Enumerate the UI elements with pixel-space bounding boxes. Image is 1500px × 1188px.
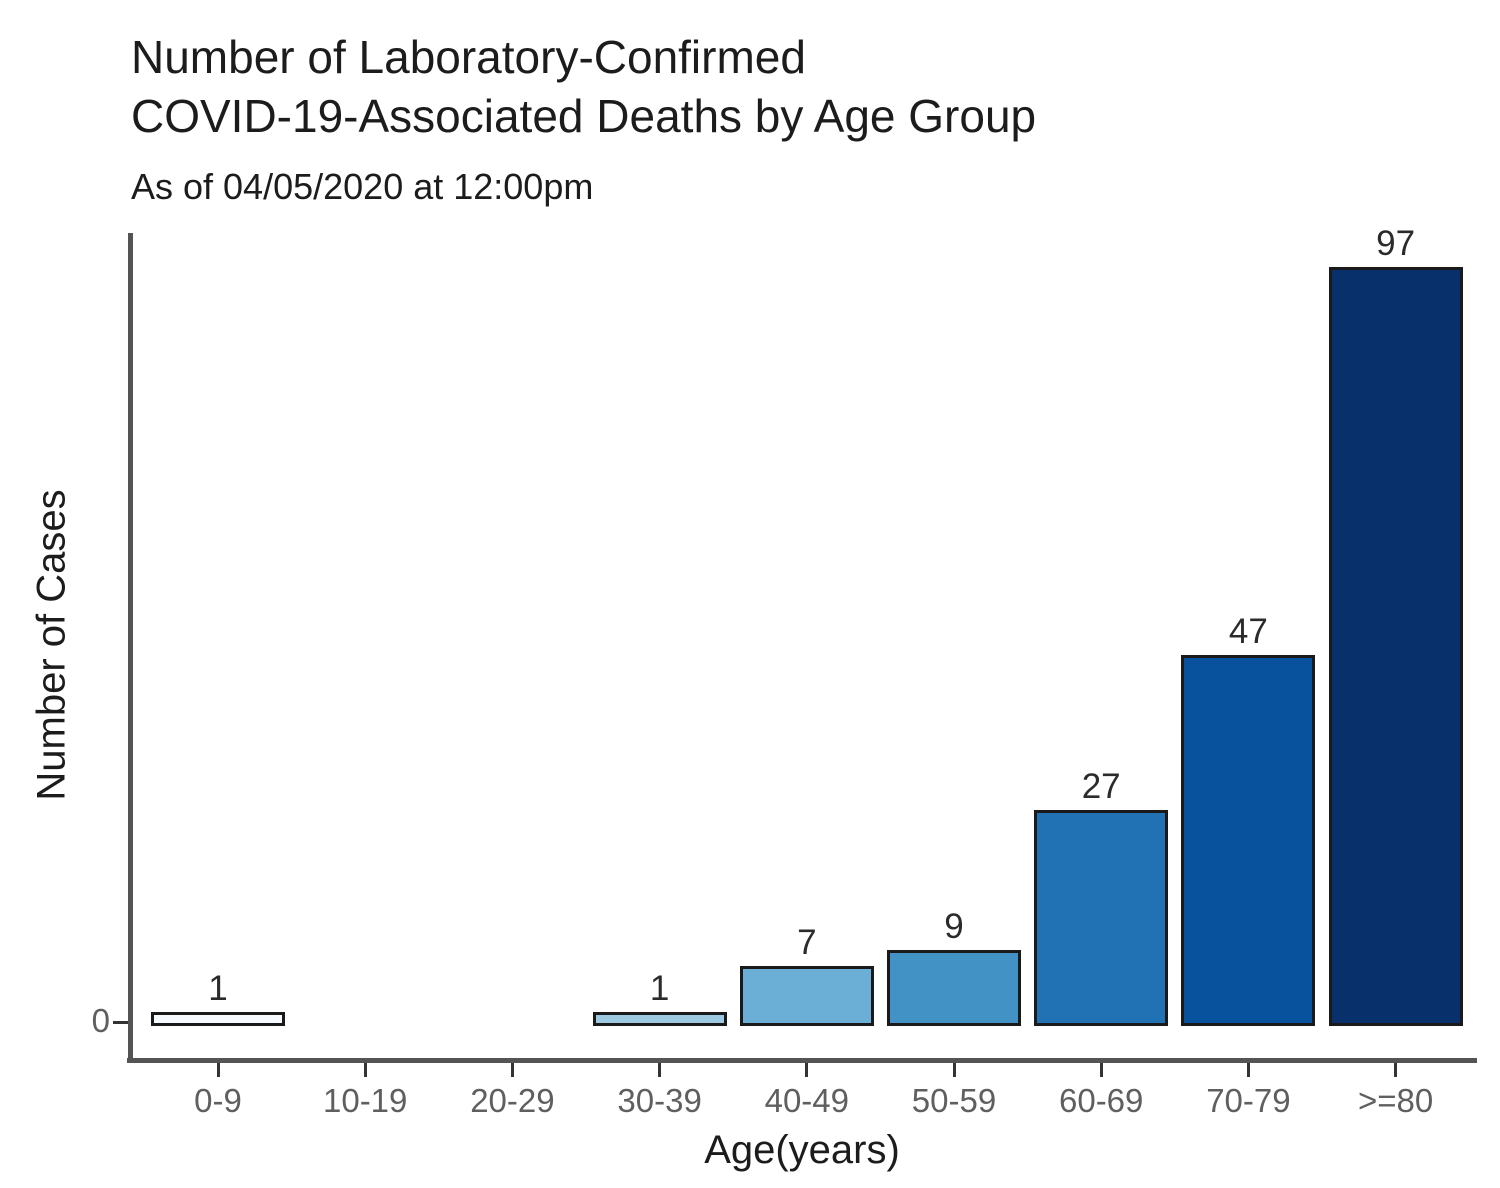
bar-value-label-70-79: 47 — [1228, 612, 1268, 651]
x-axis-tick-label-40-49: 40-49 — [764, 1082, 849, 1119]
x-axis-tick-label-0-9: 0-9 — [194, 1082, 242, 1119]
bar-50-59 — [887, 950, 1021, 1026]
x-axis-tick-60-69 — [1099, 1063, 1103, 1077]
x-axis-tick-label-60-69: 60-69 — [1058, 1082, 1144, 1119]
x-axis-tick-label-20-29: 20-29 — [470, 1082, 555, 1119]
bar-value-label->=80: 97 — [1376, 224, 1416, 263]
chart-title-line-1: Number of Laboratory-Confirmed — [131, 31, 806, 83]
x-axis-tick-label-70-79: 70-79 — [1206, 1082, 1291, 1119]
bar-0-9 — [151, 1012, 285, 1026]
bar-40-49 — [739, 966, 874, 1026]
y-axis-zero-tick-label: 0 — [91, 1002, 110, 1039]
x-axis-tick-30-39 — [658, 1063, 662, 1077]
x-axis-tick->=80 — [1394, 1063, 1398, 1077]
x-axis-tick-50-59 — [952, 1063, 956, 1077]
x-axis-label: Age(years) — [704, 1128, 900, 1172]
x-axis-tick-40-49 — [805, 1063, 809, 1077]
bar-60-69 — [1034, 810, 1169, 1026]
x-axis-tick-label->=80: >=80 — [1357, 1082, 1434, 1119]
y-axis-line — [128, 233, 133, 1063]
bar-70-79 — [1181, 655, 1316, 1026]
chart-title-line-2: COVID-19-Associated Deaths by Age Group — [131, 90, 1037, 142]
bar-value-label-0-9: 1 — [208, 969, 228, 1008]
bar->=80 — [1328, 267, 1463, 1026]
bar-30-39 — [592, 1012, 727, 1026]
chart-title: Number of Laboratory-Confirmed COVID-19-… — [131, 28, 1036, 146]
x-axis-tick-label-30-39: 30-39 — [617, 1082, 702, 1119]
bar-value-label-40-49: 7 — [797, 923, 817, 962]
x-axis-tick-70-79 — [1246, 1063, 1250, 1077]
chart-subtitle: As of 04/05/2020 at 12:00pm — [131, 166, 594, 207]
x-axis-tick-label-50-59: 50-59 — [911, 1082, 997, 1119]
x-axis-tick-label-10-19: 10-19 — [322, 1082, 408, 1119]
x-axis-tick-20-29 — [510, 1063, 514, 1077]
x-axis-tick-0-9 — [216, 1063, 220, 1077]
x-axis-tick-10-19 — [363, 1063, 367, 1077]
bar-value-label-60-69: 27 — [1081, 767, 1121, 806]
y-axis-label: Number of Cases — [29, 489, 74, 801]
y-axis-zero-tick — [113, 1021, 128, 1024]
bar-value-label-50-59: 9 — [944, 907, 964, 946]
bar-value-label-30-39: 1 — [649, 969, 670, 1008]
x-axis-line — [127, 1058, 1477, 1063]
